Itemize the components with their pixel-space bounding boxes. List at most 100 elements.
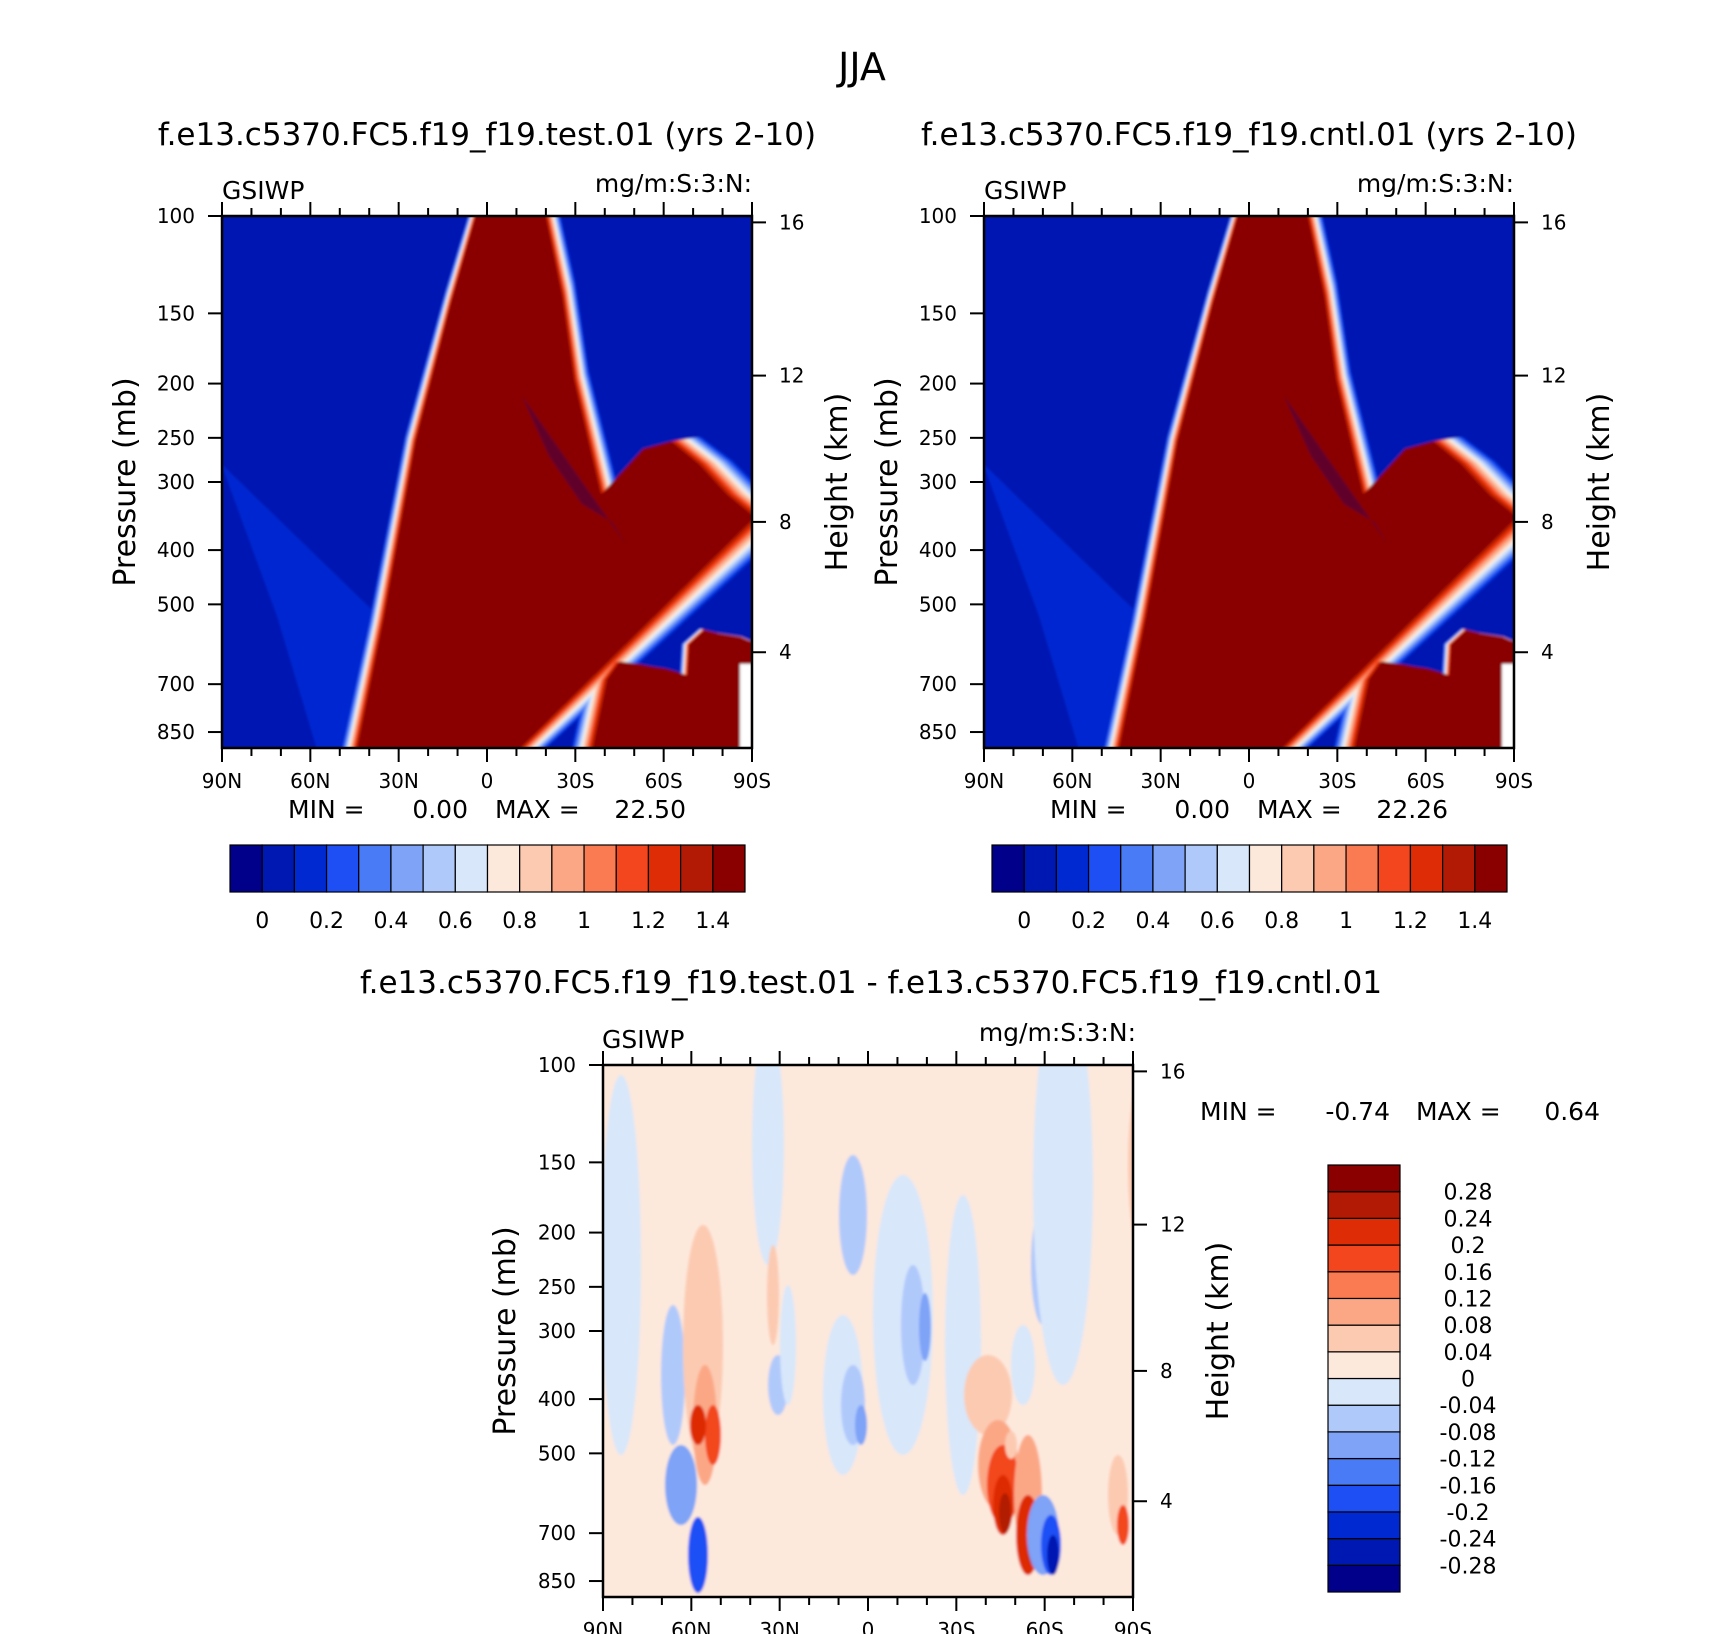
colorbar-label: -0.04 xyxy=(1440,1394,1497,1419)
colorbar-swatch xyxy=(1327,1297,1401,1326)
x-tick-label: 30N xyxy=(378,769,418,793)
panel-cntl-ylabel: Pressure (mb) xyxy=(870,377,905,586)
colorbar-label: 0.8 xyxy=(1264,909,1299,934)
colorbar-label: 0.2 xyxy=(1451,1234,1486,1259)
y-tick-label: 500 xyxy=(157,592,195,616)
panel-diff-min-value: -0.74 xyxy=(1325,1097,1390,1126)
y-tick-label: 850 xyxy=(157,720,195,744)
x-tick-label: 90N xyxy=(964,769,1004,793)
y2-tick-label: 8 xyxy=(1541,510,1554,534)
x-tick-label: 60S xyxy=(1407,769,1445,793)
x-tick-label: 0 xyxy=(862,1618,875,1634)
y2-tick-label: 4 xyxy=(779,640,792,664)
panel-test-colorbar: 0 0.2 0.4 0.6 0.8 1 1.2 1.4 xyxy=(229,844,746,934)
colorbar-label: 0.2 xyxy=(1071,909,1106,934)
panel-cntl-y2label: Height (km) xyxy=(1582,393,1617,572)
colorbar-label: -0.24 xyxy=(1440,1528,1497,1553)
colorbar-swatch xyxy=(583,844,617,893)
panel-diff-ylabel: Pressure (mb) xyxy=(488,1226,523,1435)
panel-cntl-field xyxy=(984,216,1514,748)
y-tick-label: 700 xyxy=(538,1521,576,1545)
panel-test-min-label: MIN = xyxy=(288,795,365,824)
colorbar-label: -0.12 xyxy=(1440,1448,1497,1473)
colorbar-swatch xyxy=(1327,1538,1401,1566)
panel-diff-min-label: MIN = xyxy=(1200,1097,1277,1126)
y2-tick-label: 12 xyxy=(779,364,804,388)
y-tick-label: 200 xyxy=(157,372,195,396)
panel-diff-title: f.e13.c5370.FC5.f19_f19.test.01 - f.e13.… xyxy=(360,965,1382,1001)
colorbar-label: 0.28 xyxy=(1444,1181,1493,1206)
y-tick-label: 100 xyxy=(919,204,957,228)
y-tick-label: 500 xyxy=(538,1441,576,1465)
colorbar-label: -0.16 xyxy=(1440,1474,1497,1499)
colorbar-swatch xyxy=(991,844,1025,893)
y-tick-label: 250 xyxy=(919,426,957,450)
y2-tick-label: 16 xyxy=(1160,1059,1185,1083)
x-tick-label: 90N xyxy=(202,769,242,793)
panel-diff-variable: GSIWP xyxy=(602,1025,684,1054)
panel-diff-y2label: Height (km) xyxy=(1201,1242,1236,1421)
colorbar-swatch xyxy=(1327,1191,1401,1219)
y2-tick-label: 8 xyxy=(779,510,792,534)
y-tick-label: 850 xyxy=(919,720,957,744)
x-tick-label: 90S xyxy=(1114,1618,1152,1634)
x-tick-label: 30S xyxy=(1318,769,1356,793)
colorbar-swatch xyxy=(1152,844,1186,893)
colorbar-swatch xyxy=(1327,1217,1401,1246)
panel-test-ylabel: Pressure (mb) xyxy=(108,377,143,586)
colorbar-swatch xyxy=(1281,844,1315,893)
y-tick-label: 400 xyxy=(157,538,195,562)
colorbar-swatch xyxy=(1327,1404,1401,1433)
colorbar-swatch xyxy=(647,844,682,893)
panel-diff-field xyxy=(603,1065,1133,1597)
y-tick-label: 150 xyxy=(919,301,957,325)
colorbar-swatch xyxy=(1327,1271,1401,1300)
colorbar-label: 1.4 xyxy=(1457,909,1492,934)
colorbar-swatch xyxy=(1327,1484,1401,1513)
colorbar-swatch xyxy=(1327,1377,1401,1406)
colorbar-swatch xyxy=(680,844,714,893)
colorbar-swatch xyxy=(325,844,360,893)
colorbar-swatch xyxy=(390,844,424,893)
colorbar-swatch xyxy=(1184,844,1218,893)
colorbar-swatch xyxy=(1327,1351,1401,1380)
y-tick-label: 100 xyxy=(157,204,195,228)
page-title: JJA xyxy=(836,45,886,89)
panel-cntl-units: mg/m:S:3:N: xyxy=(1357,169,1514,198)
panel-cntl-min-value: 0.00 xyxy=(1174,795,1230,824)
colorbar-swatch xyxy=(1474,844,1508,893)
colorbar-label: 1 xyxy=(577,909,591,934)
panel-test-variable: GSIWP xyxy=(222,176,304,205)
colorbar-label: 0 xyxy=(255,909,269,934)
colorbar-swatch xyxy=(1327,1511,1401,1540)
colorbar-label: 1.2 xyxy=(1393,909,1428,934)
colorbar-swatch xyxy=(1023,844,1057,893)
colorbar-label: 0.2 xyxy=(309,909,344,934)
colorbar-label: -0.28 xyxy=(1440,1554,1497,1579)
panel-cntl-max-value: 22.26 xyxy=(1376,795,1448,824)
panel-diff-colorbar: 0.280.240.20.160.120.080.040-0.04-0.08-0… xyxy=(1327,1164,1497,1593)
y-tick-label: 300 xyxy=(157,470,195,494)
colorbar-label: 0.08 xyxy=(1444,1314,1493,1339)
colorbar-swatch xyxy=(1327,1431,1401,1460)
y2-tick-label: 4 xyxy=(1541,640,1554,664)
colorbar-label: 0.6 xyxy=(1200,909,1235,934)
x-tick-label: 60N xyxy=(671,1618,711,1634)
colorbar-label: 0 xyxy=(1017,909,1031,934)
panel-test-field xyxy=(222,216,752,748)
x-tick-label: 60S xyxy=(645,769,683,793)
colorbar-label: 0.24 xyxy=(1444,1207,1493,1232)
colorbar-swatch xyxy=(1327,1324,1401,1353)
y2-tick-label: 12 xyxy=(1160,1213,1185,1237)
panel-diff-units: mg/m:S:3:N: xyxy=(979,1018,1136,1047)
panel-test-max-label: MAX = xyxy=(495,795,580,824)
y-tick-label: 150 xyxy=(538,1150,576,1174)
panel-test: f.e13.c5370.FC5.f19_f19.test.01 (yrs 2-1… xyxy=(108,117,855,934)
colorbar-swatch xyxy=(1216,844,1251,893)
y2-tick-label: 16 xyxy=(1541,210,1566,234)
x-tick-label: 90N xyxy=(583,1618,623,1634)
y-tick-label: 500 xyxy=(919,592,957,616)
x-tick-label: 60S xyxy=(1026,1618,1064,1634)
panel-test-title: f.e13.c5370.FC5.f19_f19.test.01 (yrs 2-1… xyxy=(158,117,816,153)
